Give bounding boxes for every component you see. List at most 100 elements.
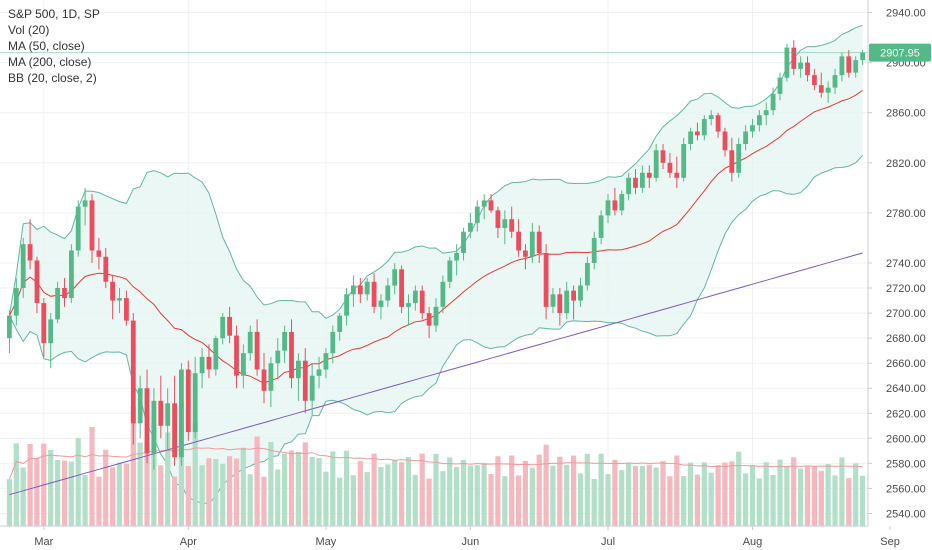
time-axis[interactable]: Mar Apr May Jun Jul Aug Sep (0, 525, 900, 548)
volume-bar (337, 477, 343, 526)
candle-body (447, 260, 453, 282)
candle-body (62, 288, 67, 298)
volume-bar (165, 432, 171, 526)
candle-body (777, 77, 783, 94)
candle-body (681, 144, 687, 178)
candle-body (660, 150, 666, 163)
volume-bar (653, 467, 659, 526)
volume-bar (399, 462, 405, 526)
candle-body (646, 172, 652, 178)
volume-bar (206, 458, 212, 526)
candle-body (289, 331, 294, 379)
candle-body (392, 269, 398, 286)
candle-body (502, 219, 508, 228)
candle-body (516, 231, 521, 251)
volume-bar (20, 467, 26, 526)
candle-body (227, 316, 232, 336)
volume-bar (233, 458, 240, 526)
volume-bar (282, 453, 288, 526)
volume-bar (564, 464, 570, 526)
volume-bar (522, 460, 528, 526)
candle-body (413, 290, 418, 304)
symbol-label[interactable]: S&P 500, 1D, SP (8, 7, 100, 21)
volume-bar (825, 464, 831, 526)
candle-body (316, 369, 322, 376)
volume-bar (632, 466, 639, 526)
volume-bar (247, 474, 253, 526)
volume-bar (316, 458, 322, 526)
volume-bar (137, 442, 143, 526)
volume-bar (467, 465, 473, 526)
candle-body (234, 335, 239, 376)
candle-body (523, 250, 528, 257)
candle-body (743, 131, 748, 144)
volume-bar (591, 478, 597, 526)
candle-body (27, 244, 33, 261)
price-tick-label: 2680.00 (886, 333, 926, 345)
candle-body (640, 172, 645, 188)
candle-body (818, 85, 824, 93)
candle-body (784, 47, 790, 78)
volume-bar (82, 475, 88, 526)
candle-body (34, 260, 40, 304)
indicator-volume[interactable]: Vol (20) (8, 23, 50, 37)
bb-fill (9, 25, 863, 504)
volume-bar (791, 457, 797, 526)
price-tick-label: 2940.00 (886, 8, 926, 20)
volume-bar (667, 476, 673, 526)
candle-body (488, 200, 494, 211)
candle-body (695, 131, 700, 136)
candle-body (688, 131, 693, 144)
candle-body (351, 285, 356, 295)
candle-body (192, 373, 198, 433)
time-tick-label: Jun (462, 536, 480, 548)
candle-body (757, 115, 762, 126)
candle-body (626, 177, 631, 195)
volume-bar (708, 472, 714, 526)
volume-bar (378, 467, 384, 526)
ma200-line (9, 252, 863, 496)
candle-body (130, 320, 136, 424)
volume-bar (364, 472, 370, 526)
candle-body (371, 281, 377, 307)
candle-body (110, 281, 115, 301)
price-tick-label: 2640.00 (886, 383, 926, 395)
candle-body (536, 231, 542, 253)
candle-body (13, 288, 19, 316)
candle-body (179, 369, 184, 458)
volume-bar (818, 470, 824, 526)
candle-body (89, 200, 95, 251)
volume-bar (715, 465, 721, 526)
volume-bar (584, 453, 590, 526)
last-price-marker: 2907.95 (0, 43, 931, 62)
candle-body (495, 210, 501, 228)
volume-bar (220, 463, 226, 526)
volume-bar (110, 467, 116, 526)
volume-bar (89, 427, 95, 526)
price-axis[interactable]: 2540.00 2560.00 2580.00 2600.00 2620.00 2640.… (867, 0, 932, 550)
candle-body (261, 369, 267, 391)
volume-bar (240, 447, 246, 526)
price-tick-label: 2600.00 (886, 433, 926, 445)
price-tick-label: 2780.00 (886, 208, 926, 220)
candle-body (378, 300, 384, 307)
volume-bar (605, 474, 611, 526)
candle-body (75, 206, 81, 251)
candle-body (736, 144, 742, 173)
volume-bar (419, 453, 425, 526)
candle-body (302, 360, 308, 401)
volume-bar (481, 462, 487, 526)
indicator-bb[interactable]: BB (20, close, 2) (8, 71, 97, 85)
candle-body (619, 194, 625, 211)
candle-body (241, 353, 246, 376)
volume-bar (158, 465, 164, 526)
volume-bar (839, 457, 845, 526)
volume-bar (34, 458, 40, 526)
candle-body (605, 200, 611, 216)
volume-bar (502, 476, 508, 526)
price-tick-label: 2720.00 (886, 283, 926, 295)
indicator-ma50[interactable]: MA (50, close) (8, 39, 85, 53)
candle-body (461, 231, 466, 253)
indicator-ma200[interactable]: MA (200, close) (8, 55, 92, 69)
price-tick-label: 2700.00 (886, 308, 926, 320)
